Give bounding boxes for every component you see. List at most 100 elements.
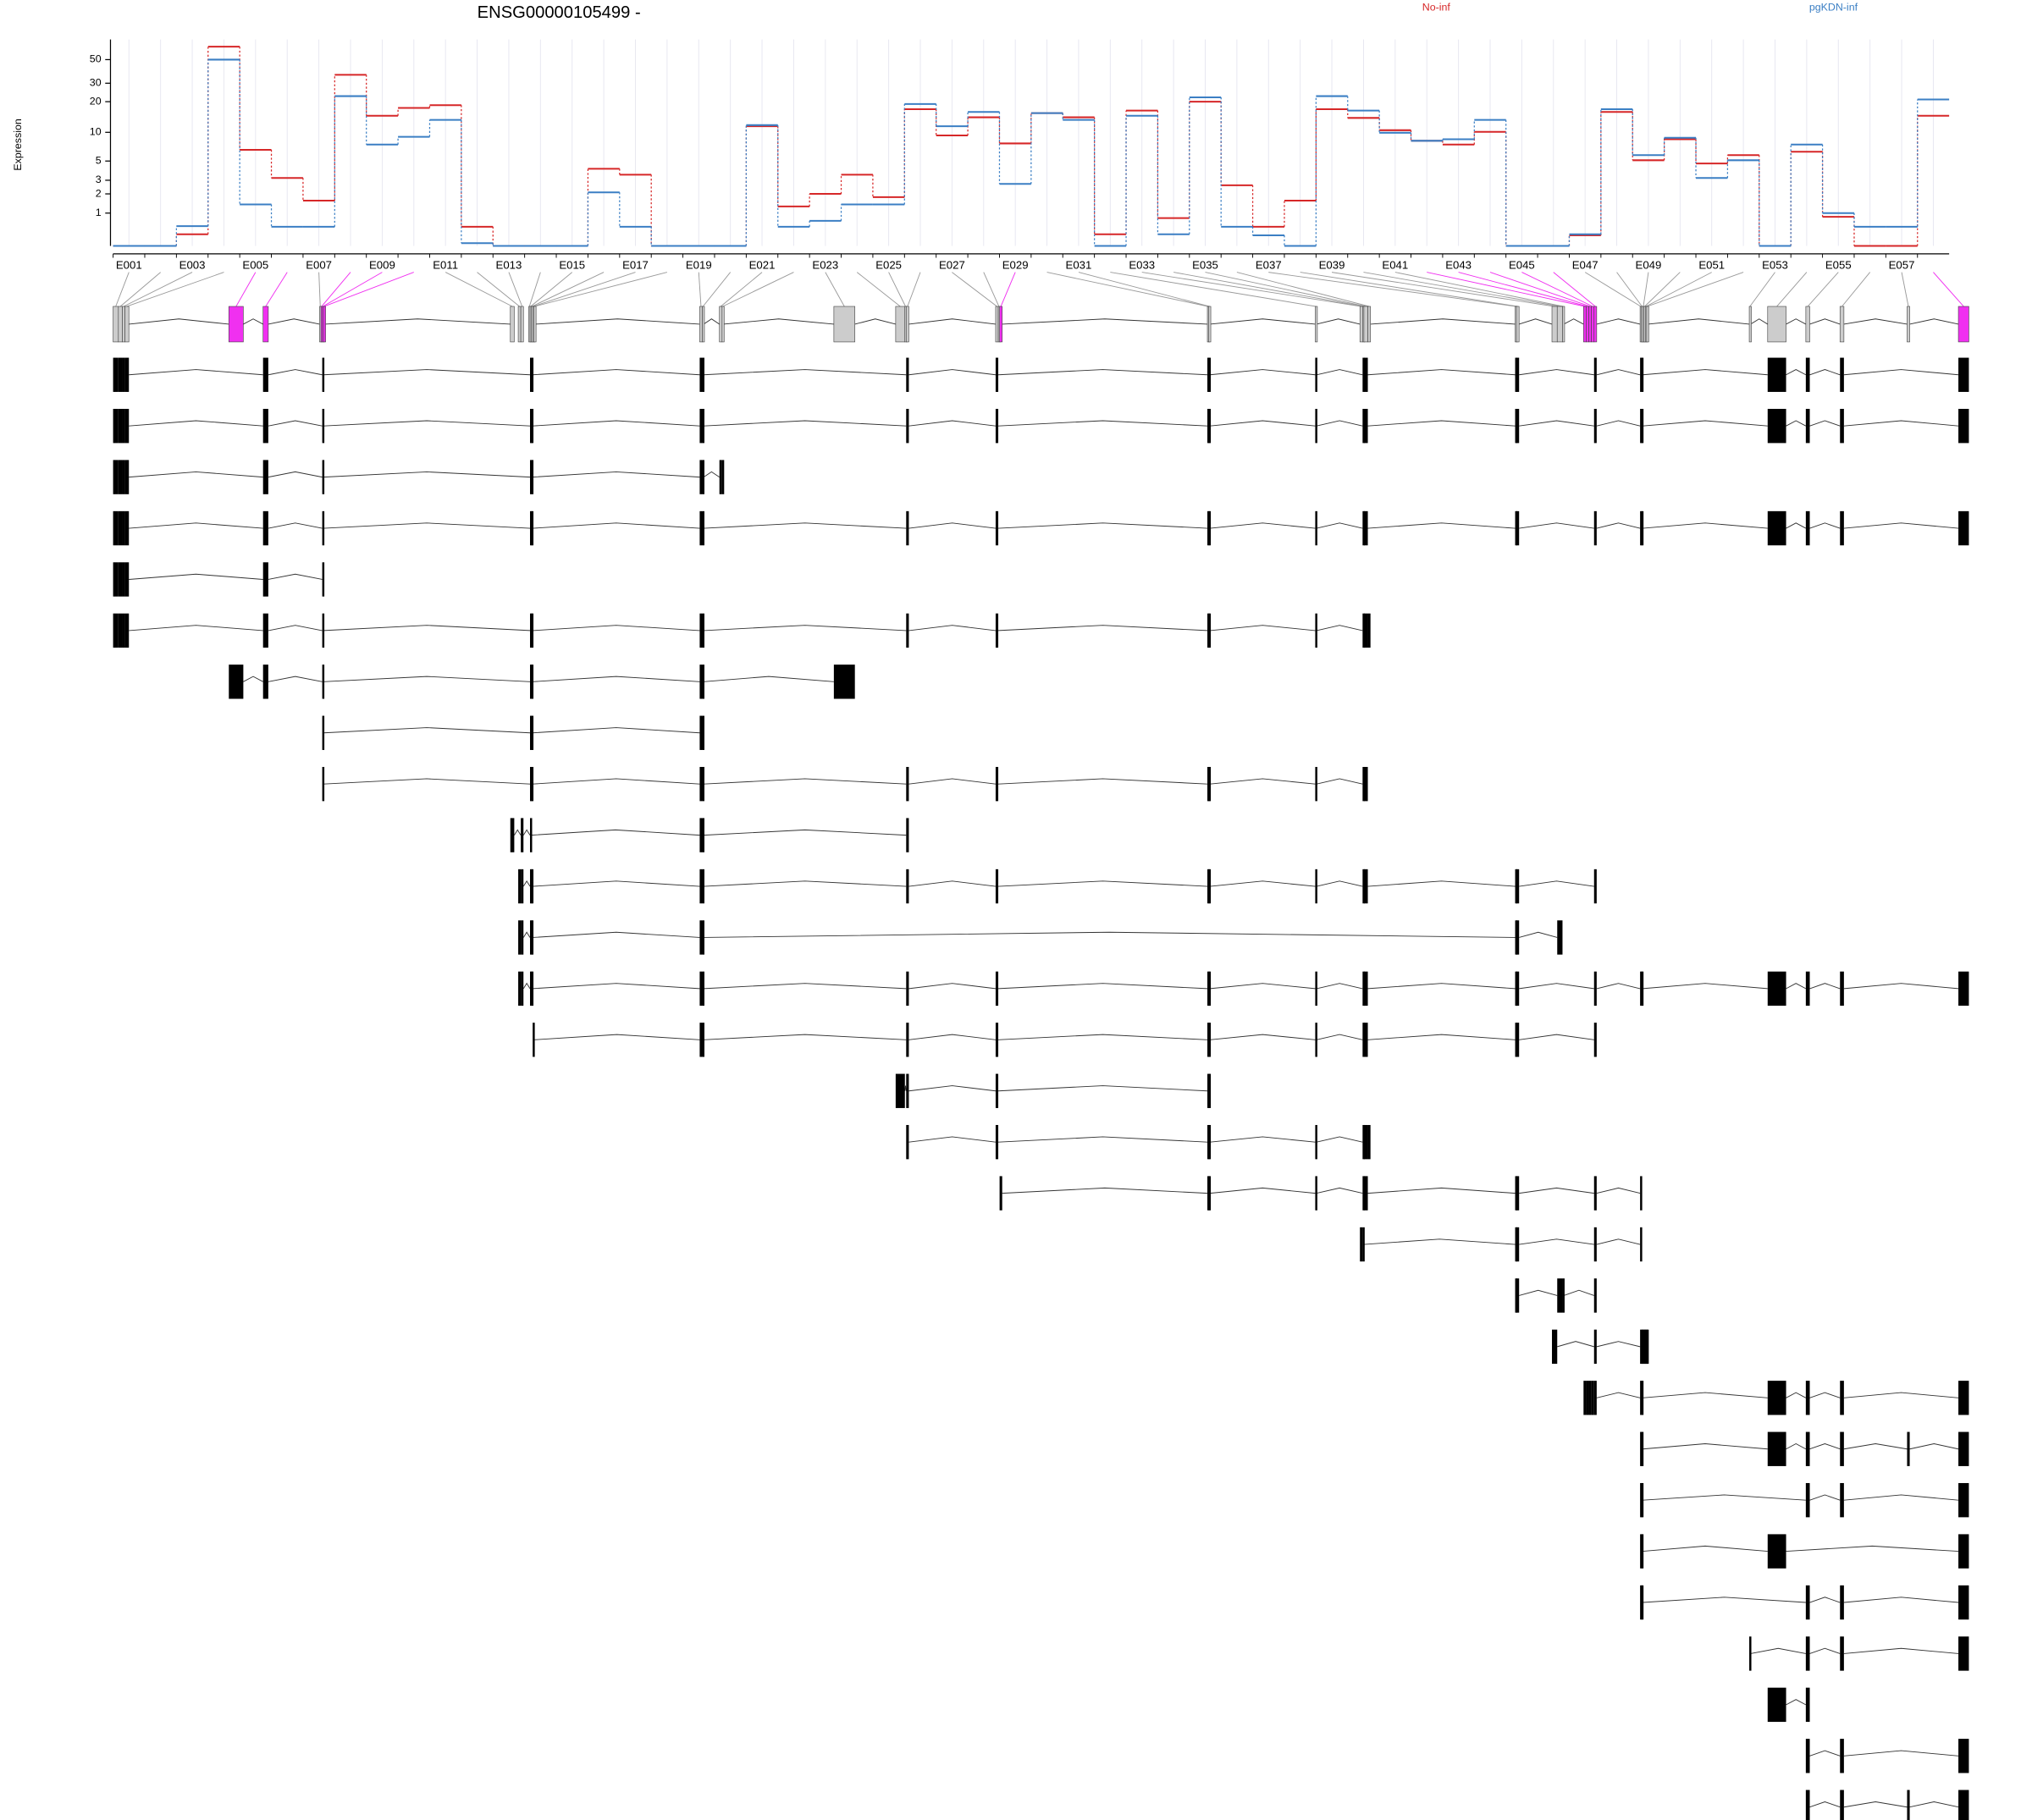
exon-connector xyxy=(1643,272,1649,307)
transcript-exon xyxy=(1958,1636,1969,1671)
transcript-exon xyxy=(719,460,722,494)
intron xyxy=(533,727,700,734)
intron xyxy=(522,880,531,887)
transcript-exon xyxy=(1515,1023,1518,1057)
intron xyxy=(1563,1289,1594,1296)
transcript-exon xyxy=(1360,1227,1363,1262)
transcript-exon xyxy=(1805,1739,1810,1773)
transcript-exon xyxy=(702,818,704,852)
intron xyxy=(1210,1187,1316,1194)
transcript-exon xyxy=(833,665,855,699)
transcript-exon xyxy=(1208,1124,1212,1160)
intron xyxy=(1843,1750,1959,1757)
exon xyxy=(124,306,130,343)
intron xyxy=(1809,1443,1841,1450)
transcript-exon xyxy=(995,766,999,802)
intron xyxy=(129,318,229,325)
intron xyxy=(1367,1187,1516,1194)
exon-connector xyxy=(323,272,414,307)
intron xyxy=(1210,1136,1316,1143)
transcript-exon xyxy=(262,510,268,546)
intron xyxy=(1786,318,1807,325)
intron xyxy=(243,318,263,325)
x-tick-label: E051 xyxy=(1698,258,1725,271)
exon-connector xyxy=(534,272,668,307)
transcript-exon xyxy=(702,409,704,444)
intron xyxy=(1210,983,1316,990)
transcript-exon xyxy=(531,920,534,955)
exon-connector xyxy=(1110,272,1317,307)
intron xyxy=(1316,369,1363,376)
transcript-exon xyxy=(124,510,130,546)
transcript-exon xyxy=(122,510,125,546)
intron xyxy=(1557,1341,1594,1348)
intron xyxy=(908,1034,997,1040)
exon-connector xyxy=(119,272,161,307)
exon-connector xyxy=(321,272,351,307)
transcript-exon xyxy=(1363,510,1368,546)
intron xyxy=(703,318,720,325)
transcript-exon xyxy=(1207,357,1210,392)
transcript-exon xyxy=(1593,869,1597,904)
transcript-exon xyxy=(699,1023,703,1057)
transcript-exon xyxy=(521,920,524,955)
exon-connector xyxy=(115,272,130,307)
transcript-exon xyxy=(1363,869,1368,904)
transcript-exon xyxy=(531,715,534,750)
transcript-exon xyxy=(1557,1278,1563,1313)
transcript-exon xyxy=(1958,971,1969,1007)
transcript-exon xyxy=(699,818,703,852)
transcript-exon xyxy=(262,460,268,494)
transcript-exon xyxy=(1208,869,1212,904)
intron xyxy=(522,982,531,990)
intron xyxy=(704,983,907,990)
intron xyxy=(704,625,907,631)
exon xyxy=(1367,306,1371,343)
intron xyxy=(1809,369,1841,376)
transcript-exon xyxy=(702,715,704,750)
intron xyxy=(129,471,263,478)
transcript-exon xyxy=(1840,1636,1844,1671)
transcript-exon xyxy=(1315,1023,1317,1057)
intron xyxy=(908,318,997,325)
x-tick-label: E031 xyxy=(1066,258,1092,271)
transcript-exon xyxy=(113,357,119,392)
transcript-exon xyxy=(530,971,533,1007)
transcript-exon xyxy=(906,869,909,904)
exon xyxy=(699,306,703,343)
transcript-exon xyxy=(118,460,123,494)
intron xyxy=(1316,420,1363,427)
intron xyxy=(535,318,700,325)
transcript-exon xyxy=(322,460,325,494)
transcript-exon xyxy=(1646,1329,1649,1365)
transcript-exon xyxy=(521,971,524,1007)
exon xyxy=(1907,306,1910,343)
transcript-exon xyxy=(699,460,703,494)
transcript-exon xyxy=(1208,971,1212,1007)
transcript-exon xyxy=(530,460,533,494)
transcript-exon xyxy=(699,665,703,699)
transcript-exon xyxy=(1586,1381,1589,1415)
transcript-exon xyxy=(1362,613,1365,648)
exon-connector xyxy=(1046,272,1208,307)
transcript-exon xyxy=(113,562,119,597)
transcript-exon xyxy=(1516,357,1520,392)
transcript-exon xyxy=(702,613,704,648)
intron xyxy=(1519,369,1594,376)
exon-connector xyxy=(444,272,513,307)
transcript-exon xyxy=(699,357,703,392)
intron xyxy=(703,471,720,478)
transcript-exon xyxy=(1516,1176,1520,1211)
transcript-exon xyxy=(118,613,123,648)
x-tick-label: E009 xyxy=(369,258,395,271)
intron xyxy=(323,727,531,734)
transcript-exon xyxy=(1805,409,1810,444)
transcript-exon xyxy=(1315,1124,1317,1160)
y-tick-label: 2 xyxy=(96,187,102,199)
transcript-exon xyxy=(906,409,909,444)
transcript-exon xyxy=(1641,1329,1644,1365)
transcript-exon xyxy=(530,409,533,444)
intron xyxy=(1367,1034,1516,1040)
exon-connector xyxy=(1173,272,1364,307)
